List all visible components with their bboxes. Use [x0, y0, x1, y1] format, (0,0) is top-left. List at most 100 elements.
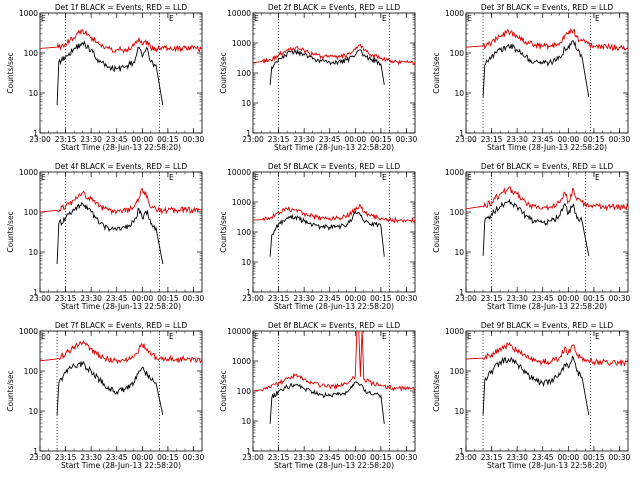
y-tick-label: 10: [241, 258, 251, 267]
x-tick-label: 23:00: [242, 453, 264, 462]
y-tick-label: 10: [454, 248, 464, 257]
plot-frame: [39, 330, 203, 452]
lld-series-line: [466, 341, 628, 367]
lld-series-line: [40, 188, 202, 215]
x-tick-label: 00:15: [583, 294, 605, 303]
y-tick-label: 10000: [227, 168, 251, 177]
x-tick-label: 00:00: [345, 294, 367, 303]
x-tick-label: 23:45: [319, 453, 341, 462]
plot-frame: [252, 330, 416, 452]
chart-panel: Det 7f BLACK = Events, RED = LLD E E 1 10 100…: [6, 321, 205, 470]
event-marker: E: [467, 14, 472, 23]
y-tick-label: 100: [450, 49, 465, 58]
x-tick-label: 23:30: [293, 453, 315, 462]
x-tick-label: 00:00: [345, 453, 367, 462]
x-tick-label: 00:30: [183, 453, 205, 462]
x-tick-label: 23:45: [532, 453, 554, 462]
chart-title: Det 1f BLACK = Events, RED = LLD: [55, 3, 188, 12]
x-tick-label: 00:15: [157, 294, 179, 303]
x-tick-label: 00:30: [609, 294, 631, 303]
x-tick-label: 23:30: [80, 453, 102, 462]
y-tick-label: 100: [24, 49, 39, 58]
event-marker: E: [382, 173, 387, 182]
y-tick-label: 1: [246, 288, 251, 297]
x-tick-label: 00:00: [132, 294, 154, 303]
x-tick-label: 00:15: [583, 453, 605, 462]
lld-series-line: [253, 204, 415, 224]
x-tick-label: 23:00: [29, 453, 51, 462]
y-tick-label: 1000: [19, 327, 38, 336]
chart-title: Det 2f BLACK = Events, RED = LLD: [268, 3, 401, 12]
x-tick-label: 23:15: [268, 453, 290, 462]
x-tick-label: 00:30: [396, 135, 418, 144]
plot-frame: [39, 171, 203, 293]
y-tick-label: 100: [24, 208, 39, 217]
event-marker: E: [467, 173, 472, 182]
x-tick-label: 23:15: [481, 294, 503, 303]
x-tick-label: 23:45: [319, 294, 341, 303]
event-marker: E: [169, 332, 174, 341]
events-series-line: [269, 381, 385, 424]
y-tick-label: 1: [246, 129, 251, 138]
y-tick-label: 1000: [445, 9, 464, 18]
x-tick-label: 00:15: [157, 453, 179, 462]
y-axis-label: Counts/sec: [6, 52, 15, 93]
event-marker: E: [41, 173, 46, 182]
y-tick-label: 100: [450, 208, 465, 217]
chart-panel: Det 4f BLACK = Events, RED = LLD E E 1 10 100…: [6, 162, 205, 311]
y-tick-label: 1: [33, 288, 38, 297]
x-tick-label: 23:45: [319, 135, 341, 144]
plot-frame: [465, 171, 629, 293]
x-tick-label: 23:00: [242, 294, 264, 303]
events-series-line: [269, 209, 385, 257]
y-tick-label: 1: [33, 447, 38, 456]
chart-title: Det 5f BLACK = Events, RED = LLD: [268, 162, 401, 171]
event-marker: E: [595, 332, 600, 341]
chart-panel: Det 5f BLACK = Events, RED = LLD E E 1 10 100…: [219, 162, 418, 311]
events-series-line: [56, 201, 164, 265]
x-tick-label: 23:45: [532, 294, 554, 303]
x-tick-label: 23:15: [55, 135, 77, 144]
y-tick-label: 1: [459, 288, 464, 297]
y-tick-label: 1: [246, 447, 251, 456]
chart-title: Det 4f BLACK = Events, RED = LLD: [55, 162, 188, 171]
x-axis-label: Start Time (28-Jun-13 22:58:20): [487, 302, 607, 311]
chart-panel: Det 6f BLACK = Events, RED = LLD E E 1 10 100…: [432, 162, 631, 311]
y-tick-label: 1000: [445, 327, 464, 336]
y-tick-label: 100: [237, 228, 252, 237]
lld-series-line: [466, 27, 628, 52]
lld-series-line: [40, 29, 202, 54]
x-tick-label: 23:15: [481, 135, 503, 144]
x-axis-label: Start Time (28-Jun-13 22:58:20): [487, 143, 607, 152]
x-tick-label: 00:30: [396, 453, 418, 462]
chart-panel: Det 2f BLACK = Events, RED = LLD E E 1 10 100…: [219, 3, 418, 152]
event-marker: E: [595, 173, 600, 182]
x-tick-label: 00:15: [157, 135, 179, 144]
x-tick-label: 00:30: [183, 135, 205, 144]
events-series-line: [56, 360, 164, 415]
event-marker: E: [41, 332, 46, 341]
x-tick-label: 23:30: [506, 453, 528, 462]
chart-panel: Det 1f BLACK = Events, RED = LLD E E 1 10 100…: [6, 3, 205, 152]
y-tick-label: 10: [28, 89, 38, 98]
events-series-line: [56, 40, 164, 106]
x-tick-label: 00:00: [558, 294, 580, 303]
events-series-line: [482, 40, 590, 97]
x-tick-label: 00:30: [396, 294, 418, 303]
x-tick-label: 00:15: [370, 294, 392, 303]
y-tick-label: 100: [237, 387, 252, 396]
event-marker: E: [254, 173, 259, 182]
x-tick-label: 23:30: [506, 135, 528, 144]
chart-panel: Det 3f BLACK = Events, RED = LLD E E 1 10 100…: [432, 3, 631, 152]
x-tick-label: 23:00: [29, 135, 51, 144]
plot-frame: [465, 12, 629, 134]
y-tick-label: 1000: [232, 198, 251, 207]
x-tick-label: 23:30: [80, 135, 102, 144]
x-axis-label: Start Time (28-Jun-13 22:58:20): [61, 302, 181, 311]
y-axis-label: Counts/sec: [6, 211, 15, 252]
events-series-line: [269, 48, 385, 85]
x-tick-label: 23:15: [268, 135, 290, 144]
y-tick-label: 10: [454, 407, 464, 416]
x-tick-label: 00:00: [132, 135, 154, 144]
